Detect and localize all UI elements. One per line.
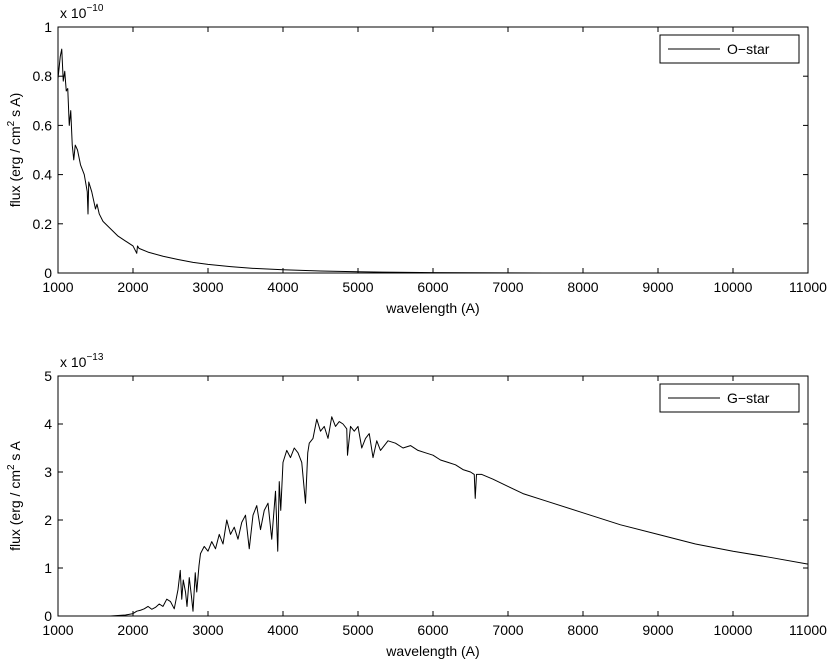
g-star-ytick-label: 0 [44,608,52,624]
o-star-xtick-label: 6000 [417,279,448,295]
g-star-y-axis-title: flux (erg / cm2 s A [6,440,23,550]
g-star-plot-frame [57,375,809,617]
g-star-ytick-label: 3 [44,464,52,480]
o-star-xtick-label: 1000 [42,279,73,295]
o-star-ytick-label: 0 [44,265,52,281]
o-star-y-exponent-label: x 10−10 [60,3,104,21]
g-star-xtick-label: 8000 [567,622,598,638]
o-star-xtick-label: 9000 [642,279,673,295]
o-star-ytick-label: 0.8 [33,68,53,84]
o-star-plot-frame [57,26,809,274]
g-star-legend: G−star [659,383,800,413]
g-star-xtick-label: 9000 [642,622,673,638]
o-star-xtick-label: 11000 [789,279,827,295]
g-star-xtick-label: 5000 [342,622,373,638]
o-star-ytick-label: 0.6 [33,117,53,133]
g-star-chart: 1000 2000 3000 4000 5000 6000 7000 8000 9000 1000… [6,352,827,659]
g-star-ytick-label: 2 [44,512,52,528]
g-star-y-exponent-label: x 10−13 [60,352,104,370]
o-star-chart: 1000 2000 3000 4000 5000 6000 7000 8000 9000 1000… [6,3,827,316]
g-star-series-line-g-star [110,416,809,617]
o-star-xtick-label: 8000 [567,279,598,295]
o-star-ytick-label: 0.2 [33,216,53,232]
g-star-x-axis-title: wavelength (A) [385,643,479,659]
o-star-ytick-label: 0.4 [33,167,53,183]
g-star-legend-box [659,383,800,413]
g-star-xtick-label: 2000 [117,622,148,638]
o-star-xtick-label: 7000 [492,279,523,295]
o-star-xtick-label: 4000 [267,279,298,295]
o-star-chart-panel: 1000 2000 3000 4000 5000 6000 7000 8000 9000 1000… [0,0,830,330]
g-star-chart-panel: 1000 2000 3000 4000 5000 6000 7000 8000 9000 1000… [0,330,830,661]
g-star-xtick-label: 7000 [492,622,523,638]
o-star-xtick-label: 5000 [342,279,373,295]
g-star-xtick-label: 11000 [789,622,827,638]
o-star-legend-label: O−star [727,41,770,57]
g-star-ytick-label: 5 [44,368,52,384]
o-star-xtick-label: 10000 [714,279,753,295]
o-star-x-axis-title: wavelength (A) [385,300,479,316]
g-star-xtick-label: 3000 [192,622,223,638]
o-star-xtick-label: 3000 [192,279,223,295]
g-star-ytick-label: 1 [44,560,52,576]
o-star-xtick-label: 2000 [117,279,148,295]
g-star-ytick-label: 4 [44,416,52,432]
o-star-legend: O−star [659,34,800,64]
g-star-xtick-label: 1000 [42,622,73,638]
g-star-legend-label: G−star [727,390,770,406]
o-star-ytick-label: 1 [44,19,52,35]
g-star-xtick-label: 6000 [417,622,448,638]
g-star-xtick-label: 10000 [714,622,753,638]
o-star-series-line-o-star [57,48,546,274]
g-star-xtick-label: 4000 [267,622,298,638]
o-star-y-axis-title: flux (erg / cm2 s A) [6,93,23,207]
